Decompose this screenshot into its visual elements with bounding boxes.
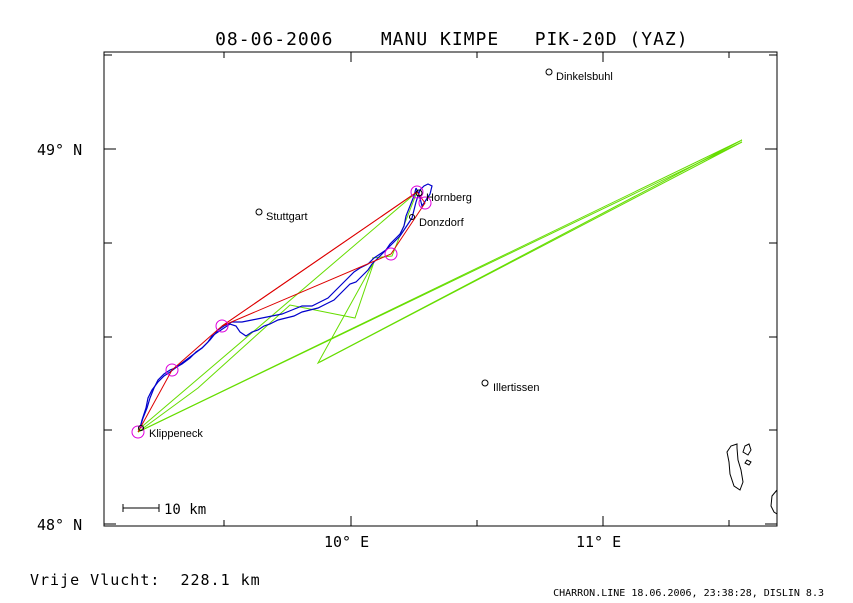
turnpoint-1[interactable] [165,363,179,377]
place-marker-klippeneck[interactable] [138,425,144,431]
pilot-name: MANU KIMPE [380,29,500,50]
bottom-ticks [223,516,730,526]
place-label-hornberg: Hornberg [426,192,472,204]
scale-bar [122,504,160,512]
place-marker-donzdorf[interactable] [409,214,415,220]
lon-label-11: 11° E [576,533,621,551]
place-marker-hornberg[interactable] [415,189,423,197]
lat-label-48: 48° N [37,516,82,534]
left-ticks [104,54,116,525]
place-label-donzdorf: Donzdorf [419,217,465,229]
declared-task-line-2 [137,141,743,433]
turnpoint-start[interactable] [131,425,145,439]
place-marker-stuttgart[interactable] [255,208,263,216]
border-outline [726,443,778,515]
scale-bar-label: 10 km [164,502,206,518]
top-ticks [223,52,730,62]
flight-distance: Vrije Vlucht: 228.1 km [30,571,261,589]
turnpoints [131,185,432,439]
place-label-illertissen: Illertissen [493,382,539,394]
place-label-dinkelsbuhl: Dinkelsbuhl [556,71,613,83]
place-marker-dinkelsbuhl[interactable] [545,68,553,76]
flight-date: 08-06-2006 [215,29,334,50]
map-frame [103,51,778,527]
place-label-stuttgart: Stuttgart [266,211,308,223]
turnpoint-4[interactable] [418,196,432,210]
place-markers [138,68,553,431]
flight-track-return [139,187,417,429]
lon-label-10: 10° E [324,533,369,551]
glider-type: PIK-20D (YAZ) [534,29,689,50]
lat-label-49: 49° N [37,141,82,159]
right-ticks [765,54,777,525]
turnpoint-2[interactable] [215,319,229,333]
turnpoint-3[interactable] [410,185,424,199]
place-marker-illertissen[interactable] [481,379,489,387]
declared-task-line-3 [137,191,418,431]
footer-credit: CHARRON.LINE 18.06.2006, 23:38:28, DISLI… [553,588,824,599]
map-title: 08-06-2006 MANU KIMPE PIK-20D (YAZ) [0,8,853,50]
turnpoint-5[interactable] [384,247,398,261]
task-leg-2 [221,191,418,327]
declared-task-line [137,139,743,433]
place-label-klippeneck: Klippeneck [149,428,203,440]
